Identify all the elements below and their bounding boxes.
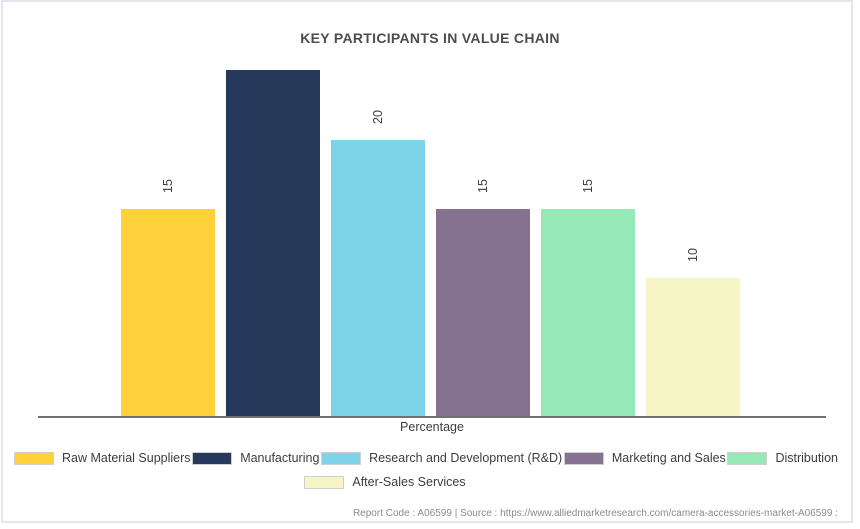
bar-value-label-wrap: 10: [646, 232, 740, 278]
bar-value-label: 15: [581, 179, 595, 193]
legend-swatch-raw-material-suppliers: [14, 451, 54, 465]
legend-item-raw-material-suppliers[interactable]: Raw Material Suppliers: [14, 451, 191, 465]
bar-value-label-wrap: 15: [541, 163, 635, 209]
legend-label: Research and Development (R&D): [369, 451, 563, 465]
bars-row: 15 20 15 15 10: [121, 70, 740, 417]
bar-research-and-development-r-d[interactable]: 20: [331, 110, 425, 417]
bar-value-label-wrap: 15: [436, 163, 530, 209]
legend-label: Distribution: [775, 451, 838, 465]
legend-label: Manufacturing: [240, 451, 320, 465]
bar-after-sales-services[interactable]: 10: [646, 248, 740, 417]
bar-manufacturing[interactable]: [226, 70, 320, 417]
legend-swatch-manufacturing: [192, 451, 233, 465]
bar-value-label-wrap: 15: [121, 163, 215, 209]
legend-label: After-Sales Services: [352, 475, 466, 489]
legend-row-1: Raw Material Suppliers Manufacturing Resea…: [14, 451, 838, 465]
legend-swatch-research-and-development-r-d: [321, 451, 362, 465]
chart-title: KEY PARTICIPANTS IN VALUE CHAIN: [300, 30, 560, 46]
bar-value-label: 15: [161, 179, 175, 193]
x-axis-title: Percentage: [400, 420, 464, 434]
bar-distribution[interactable]: 15: [541, 179, 635, 417]
bar-marketing-and-sales[interactable]: 15: [436, 179, 530, 417]
legend-swatch-marketing-and-sales: [563, 451, 604, 465]
legend-item-marketing-and-sales[interactable]: Marketing and Sales: [563, 451, 726, 465]
x-axis-line: [38, 416, 826, 418]
bar-value-label: 10: [686, 248, 700, 263]
legend-swatch-after-sales-services: [304, 475, 345, 489]
legend-item-manufacturing[interactable]: Manufacturing: [192, 451, 319, 465]
legend-swatch-distribution: [727, 451, 768, 465]
footer-note: Report Code : A06599 | Source : https://…: [352, 508, 838, 519]
legend-item-after-sales-services[interactable]: After-Sales Services: [304, 475, 466, 489]
bar-raw-material-suppliers[interactable]: 15: [121, 179, 215, 417]
legend-row-2: After-Sales Services: [0, 475, 815, 489]
bar-value-label: 20: [371, 109, 385, 124]
bar-value-label: 15: [476, 179, 490, 193]
bar-value-label-wrap: 20: [331, 94, 425, 140]
legend-item-research-and-development-r-d[interactable]: Research and Development (R&D): [321, 451, 562, 465]
legend-label: Marketing and Sales: [611, 451, 726, 465]
legend-label: Raw Material Suppliers: [62, 451, 191, 465]
legend-item-distribution[interactable]: Distribution: [727, 451, 838, 465]
